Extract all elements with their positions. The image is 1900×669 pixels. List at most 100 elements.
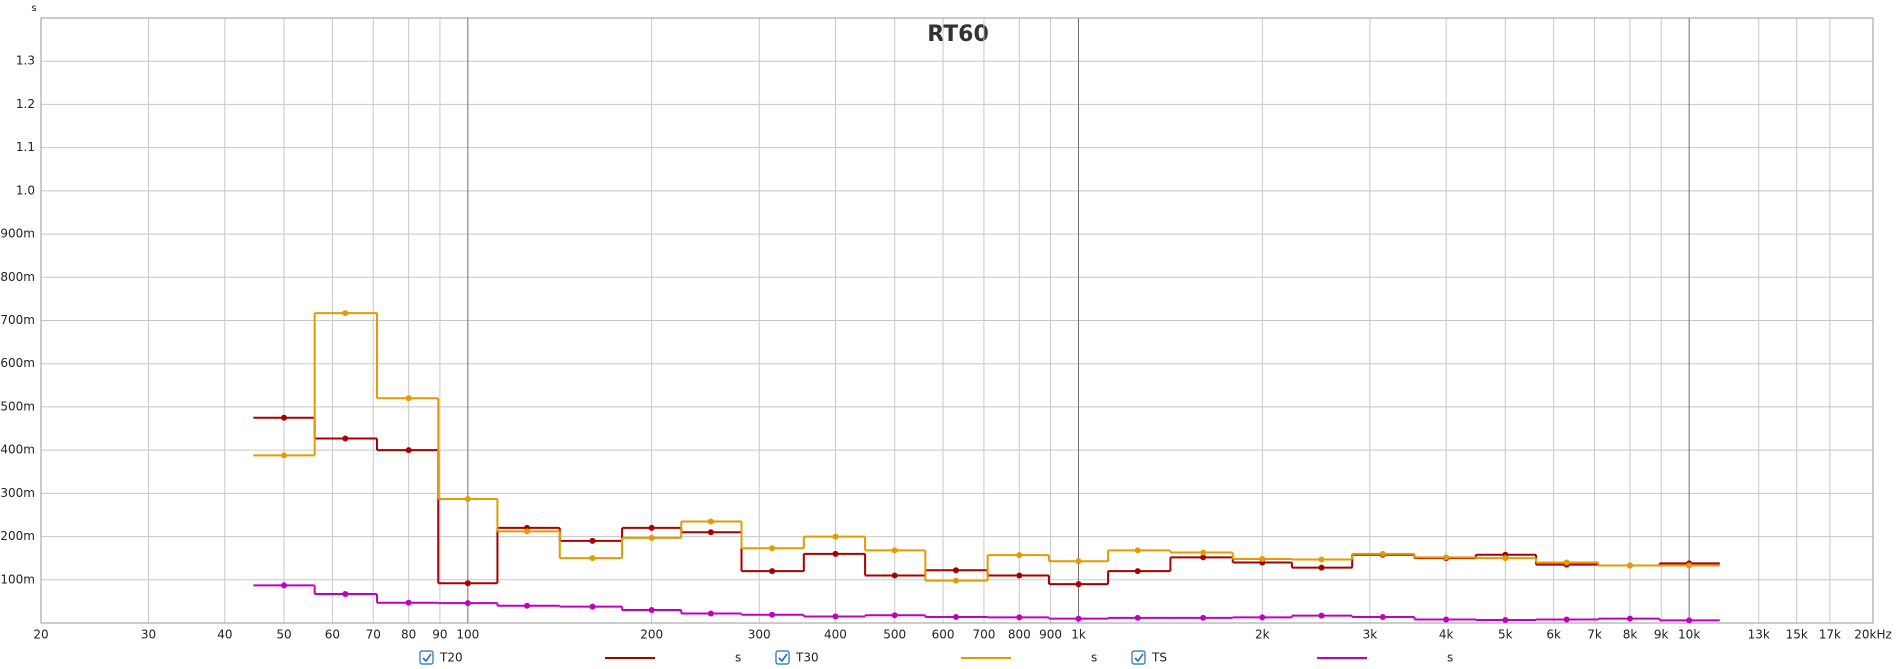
data-point bbox=[1016, 572, 1023, 579]
y-tick-label: 1.3 bbox=[16, 54, 35, 68]
data-point bbox=[1563, 559, 1570, 566]
x-tick-label: 4k bbox=[1439, 628, 1454, 642]
x-tick-label: 300 bbox=[748, 628, 771, 642]
data-point bbox=[1016, 552, 1023, 559]
legend-checkbox[interactable] bbox=[419, 650, 434, 665]
data-point bbox=[1379, 550, 1386, 557]
chart-title: RT60 bbox=[927, 22, 989, 47]
x-tick-label: 30 bbox=[141, 628, 156, 642]
data-point bbox=[1318, 556, 1325, 563]
legend-unit: s bbox=[735, 651, 741, 665]
data-point bbox=[832, 550, 839, 557]
data-point bbox=[1259, 614, 1266, 621]
y-tick-label: 200m bbox=[0, 529, 35, 543]
x-tick-label: 40 bbox=[217, 628, 232, 642]
data-point bbox=[707, 529, 714, 536]
legend-label: TS bbox=[1151, 651, 1167, 665]
x-tick-label: 50 bbox=[276, 628, 291, 642]
x-tick-label: 15k bbox=[1786, 628, 1808, 642]
legend-check[interactable] bbox=[778, 653, 788, 663]
data-point bbox=[1259, 556, 1266, 563]
data-point bbox=[342, 310, 349, 317]
data-point bbox=[707, 518, 714, 525]
data-point bbox=[342, 591, 349, 598]
legend-check[interactable] bbox=[1134, 653, 1144, 663]
x-tick-label: 9k bbox=[1654, 628, 1669, 642]
x-tick-label: 400 bbox=[824, 628, 847, 642]
x-tick-label: 6k bbox=[1546, 628, 1561, 642]
data-point bbox=[1134, 547, 1141, 554]
x-tick-label: 800 bbox=[1008, 628, 1031, 642]
legend-checkbox[interactable] bbox=[1131, 650, 1146, 665]
data-point bbox=[1443, 554, 1450, 561]
data-point bbox=[832, 613, 839, 620]
data-point bbox=[1626, 562, 1633, 569]
data-point bbox=[1686, 562, 1693, 569]
legend-label: T20 bbox=[439, 651, 463, 665]
x-tick-label: 3k bbox=[1363, 628, 1378, 642]
y-tick-label: 1.2 bbox=[16, 97, 35, 111]
data-point bbox=[1016, 614, 1023, 621]
data-point bbox=[1075, 615, 1082, 622]
x-tick-label: 8k bbox=[1623, 628, 1638, 642]
y-tick-label: 400m bbox=[0, 443, 35, 457]
data-point bbox=[405, 447, 412, 454]
x-tick-label: 5k bbox=[1498, 628, 1513, 642]
data-point bbox=[464, 580, 471, 587]
data-point bbox=[707, 610, 714, 617]
data-point bbox=[1443, 616, 1450, 623]
data-point bbox=[769, 611, 776, 618]
y-tick-label: 500m bbox=[0, 399, 35, 413]
data-point bbox=[1075, 581, 1082, 588]
data-point bbox=[1686, 617, 1693, 624]
data-point bbox=[648, 524, 655, 531]
legend-unit: s bbox=[1091, 651, 1097, 665]
x-tick-label: 900 bbox=[1039, 628, 1062, 642]
data-point bbox=[1318, 612, 1325, 619]
x-tick-label: 700 bbox=[972, 628, 995, 642]
x-tick-label: 7k bbox=[1587, 628, 1602, 642]
y-tick-label: 1.0 bbox=[16, 183, 35, 197]
data-point bbox=[1200, 614, 1207, 621]
data-point bbox=[1134, 568, 1141, 575]
data-point bbox=[1502, 616, 1509, 623]
data-point bbox=[281, 582, 288, 589]
x-tick-label: 13k bbox=[1748, 628, 1770, 642]
legend-check[interactable] bbox=[422, 653, 432, 663]
data-point bbox=[769, 545, 776, 552]
data-point bbox=[891, 572, 898, 579]
plot-frame bbox=[40, 17, 1874, 624]
data-point bbox=[952, 567, 959, 574]
x-tick-label: 600 bbox=[932, 628, 955, 642]
data-point bbox=[1200, 549, 1207, 556]
data-point bbox=[405, 599, 412, 606]
x-tick-label: 200 bbox=[640, 628, 663, 642]
data-point bbox=[589, 537, 596, 544]
x-tick-label: 100 bbox=[456, 628, 479, 642]
data-point bbox=[281, 452, 288, 459]
data-point bbox=[952, 613, 959, 620]
legend-checkbox[interactable] bbox=[775, 650, 790, 665]
x-tick-label: 17k bbox=[1819, 628, 1841, 642]
data-point bbox=[464, 495, 471, 502]
data-point bbox=[524, 602, 531, 609]
x-tick-label: 90 bbox=[432, 628, 447, 642]
x-tick-label: 500 bbox=[883, 628, 906, 642]
data-point bbox=[1075, 558, 1082, 565]
data-point bbox=[281, 414, 288, 421]
legend-unit: s bbox=[1447, 651, 1453, 665]
data-point bbox=[589, 555, 596, 562]
x-tick-label: 70 bbox=[366, 628, 381, 642]
data-point bbox=[952, 577, 959, 584]
data-point bbox=[405, 395, 412, 402]
data-point bbox=[589, 603, 596, 610]
data-point bbox=[1626, 615, 1633, 622]
data-point bbox=[342, 435, 349, 442]
x-tick-label: 1k bbox=[1071, 628, 1086, 642]
y-unit: s bbox=[31, 3, 36, 14]
data-point bbox=[891, 612, 898, 619]
data-point bbox=[1200, 554, 1207, 561]
data-point bbox=[464, 600, 471, 607]
